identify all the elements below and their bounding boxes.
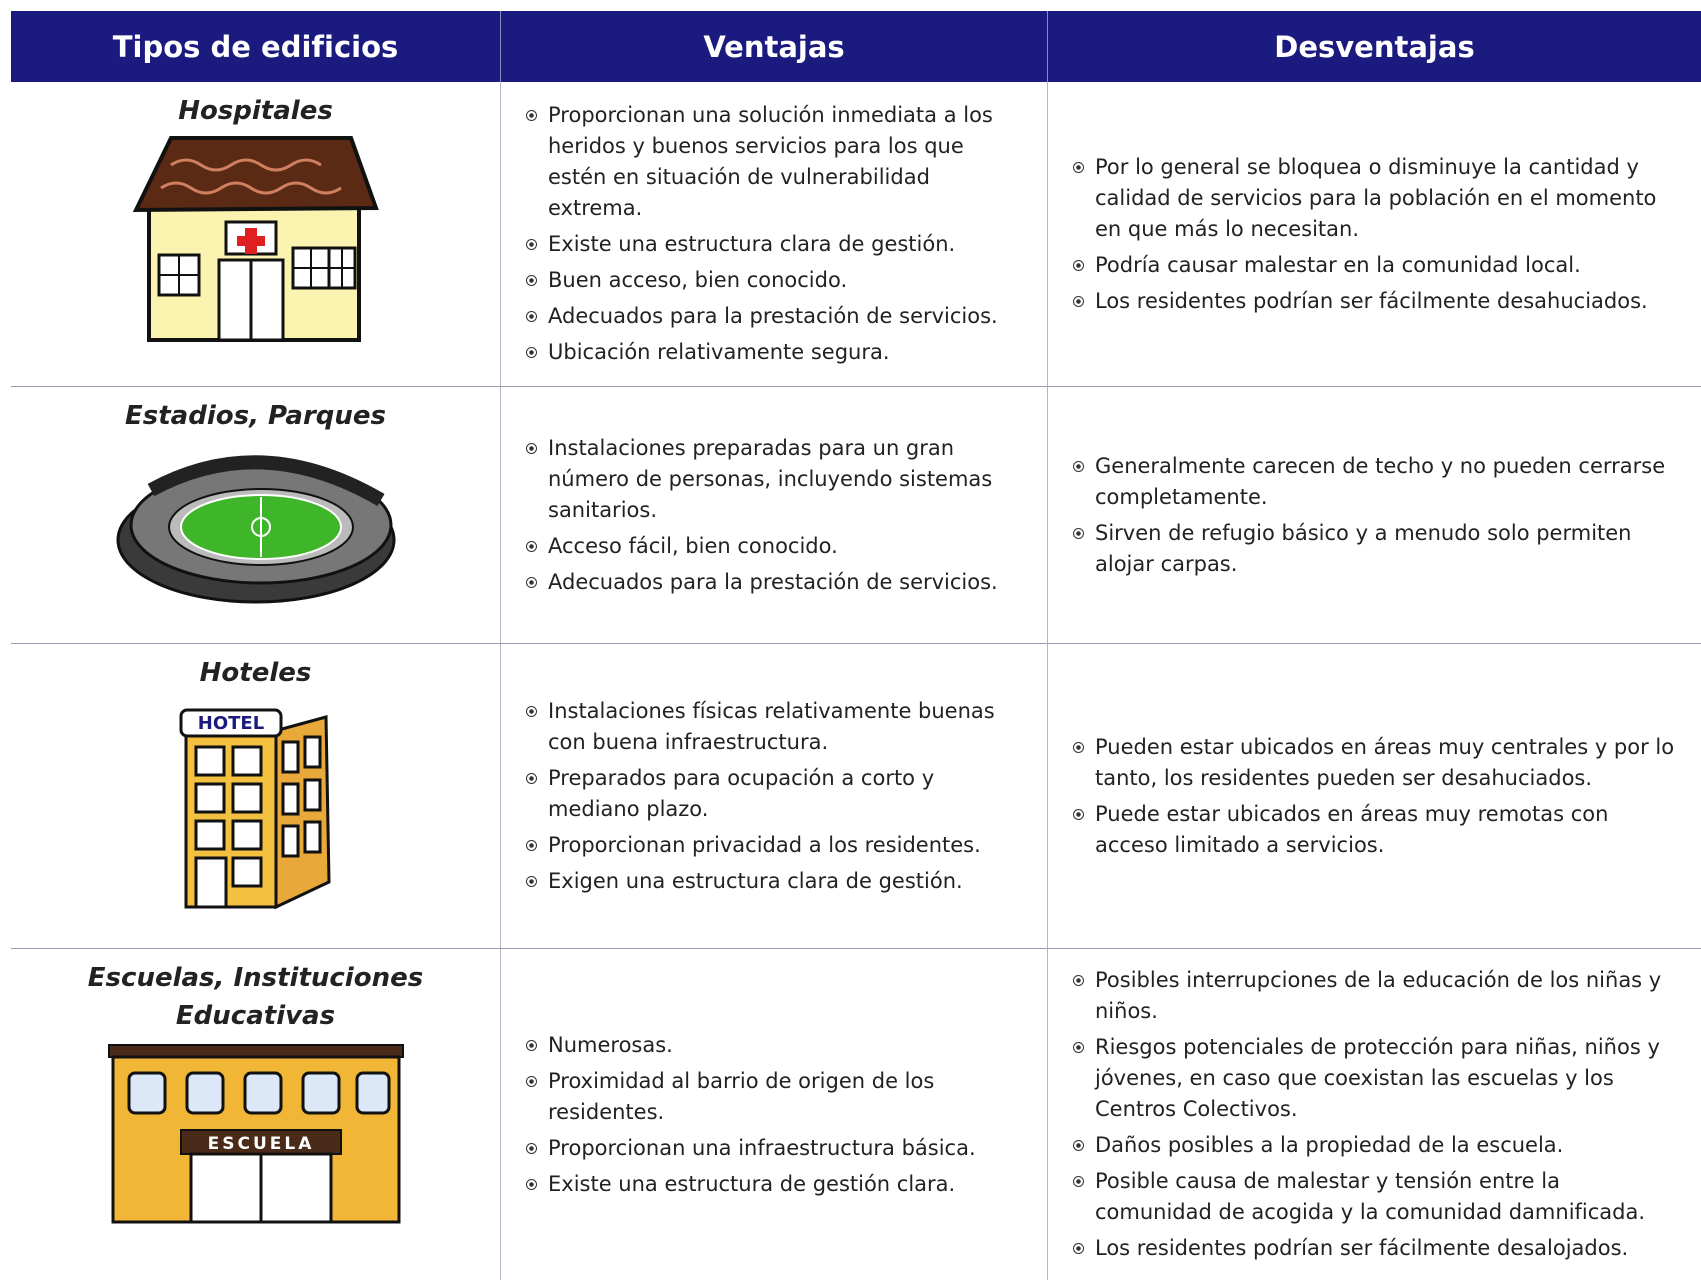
disadvantages-list: Generalmente carecen de techo y no puede…: [1072, 446, 1681, 585]
advantages-list: Proporcionan una solución inmediata a lo…: [525, 95, 1027, 373]
list-item: Proporcionan una solución inmediata a lo…: [525, 100, 1027, 224]
list-item: Por lo general se bloquea o disminuye la…: [1072, 152, 1681, 245]
table: Tipos de edificios Ventajas Desventajas …: [11, 11, 1701, 1280]
list-item: Proximidad al barrio de origen de los re…: [525, 1066, 1027, 1128]
list-item: Podría causar malestar en la comunidad l…: [1072, 250, 1681, 281]
type-name: Hospitales: [178, 96, 333, 126]
advantages-cell: Instalaciones preparadas para un gran nú…: [501, 387, 1048, 644]
hotel-sign: HOTEL: [197, 713, 263, 734]
type-cell: Hospitales: [11, 82, 501, 387]
list-item: Posible causa de malestar y tensión entr…: [1072, 1166, 1681, 1228]
type-cell: Hoteles HOTEL: [11, 644, 501, 949]
list-item: Exigen una estructura clara de gestión.: [525, 866, 1027, 897]
advantages-cell: Proporcionan una solución inmediata a lo…: [501, 82, 1048, 387]
advantages-cell: Instalaciones físicas relativamente buen…: [501, 644, 1048, 949]
disadvantages-cell: Posibles interrupciones de la educación …: [1048, 949, 1701, 1280]
list-item: Riesgos potenciales de protección para n…: [1072, 1032, 1681, 1125]
list-item: Existe una estructura clara de gestión.: [525, 229, 1027, 260]
header-cell: Tipos de edificios: [11, 11, 501, 82]
list-item: Posibles interrupciones de la educación …: [1072, 965, 1681, 1027]
header-cell: Desventajas: [1048, 11, 1701, 82]
list-item: Numerosas.: [525, 1030, 1027, 1061]
hotel-illustration: HOTEL: [179, 708, 331, 910]
type-name: Escuelas, Instituciones Educativas: [87, 963, 424, 1031]
list-item: Instalaciones preparadas para un gran nú…: [525, 433, 1027, 526]
list-item: Instalaciones físicas relativamente buen…: [525, 696, 1027, 758]
list-item: Adecuados para la prestación de servicio…: [525, 301, 1027, 332]
list-item: Proporcionan privacidad a los residentes…: [525, 830, 1027, 861]
disadvantages-cell: Por lo general se bloquea o disminuye la…: [1048, 82, 1701, 387]
type-cell: Escuelas, Instituciones Educativas ESCUE…: [11, 949, 501, 1280]
advantages-list: Numerosas. Proximidad al barrio de origen…: [525, 1025, 1027, 1205]
list-item: Acceso fácil, bien conocido.: [525, 531, 1027, 562]
disadvantages-list: Pueden estar ubicados en áreas muy centr…: [1072, 727, 1681, 866]
list-item: Buen acceso, bien conocido.: [525, 265, 1027, 296]
disadvantages-list: Posibles interrupciones de la educación …: [1072, 960, 1681, 1269]
list-item: Daños posibles a la propiedad de la escu…: [1072, 1130, 1681, 1161]
list-item: Generalmente carecen de techo y no puede…: [1072, 451, 1681, 513]
list-item: Existe una estructura de gestión clara.: [525, 1169, 1027, 1200]
list-item: Sirven de refugio básico y a menudo solo…: [1072, 518, 1681, 580]
advantages-list: Instalaciones físicas relativamente buen…: [525, 691, 1027, 902]
list-item: Puede estar ubicados en áreas muy remota…: [1072, 799, 1681, 861]
disadvantages-cell: Generalmente carecen de techo y no puede…: [1048, 387, 1701, 644]
hospital-illustration: [132, 136, 379, 342]
list-item: Los residentes podrían ser fácilmente de…: [1072, 286, 1681, 317]
disadvantages-cell: Pueden estar ubicados en áreas muy centr…: [1048, 644, 1701, 949]
type-name: Hoteles: [199, 658, 312, 688]
list-item: Pueden estar ubicados en áreas muy centr…: [1072, 732, 1681, 794]
advantages-list: Instalaciones preparadas para un gran nú…: [525, 428, 1027, 603]
disadvantages-list: Por lo general se bloquea o disminuye la…: [1072, 147, 1681, 322]
stadium-illustration: [116, 455, 395, 604]
list-item: Preparados para ocupación a corto y medi…: [525, 763, 1027, 825]
list-item: Los residentes podrían ser fácilmente de…: [1072, 1233, 1681, 1264]
header-cell: Ventajas: [501, 11, 1048, 82]
type-name: Estadios, Parques: [125, 401, 386, 431]
school-illustration: ESCUELA: [107, 1044, 404, 1224]
school-sign: ESCUELA: [207, 1134, 314, 1154]
list-item: Proporcionan una infraestructura básica.: [525, 1133, 1027, 1164]
list-item: Adecuados para la prestación de servicio…: [525, 567, 1027, 598]
list-item: Ubicación relativamente segura.: [525, 337, 1027, 368]
type-cell: Estadios, Parques: [11, 387, 501, 644]
advantages-cell: Numerosas. Proximidad al barrio de origen…: [501, 949, 1048, 1280]
